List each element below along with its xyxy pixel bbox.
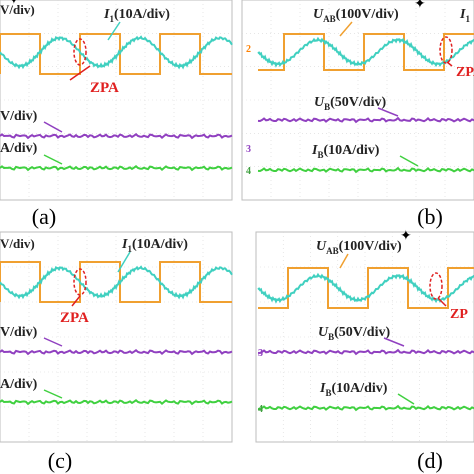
panel-c-mid-trace — [0, 349, 233, 356]
caption-b: (b) — [417, 204, 443, 229]
panel-c-grid — [0, 232, 232, 442]
panel-b-mid-arrow — [377, 107, 399, 117]
panel-b-marker-4: 4 — [246, 166, 251, 177]
panel-c-zpa-arrow — [71, 295, 81, 307]
panel-d-trigger-icon: ✦ — [400, 229, 412, 244]
panel-b-mid-trace — [257, 116, 474, 124]
panel-b-zpa-arrow — [446, 61, 453, 67]
panel-d-bottom-arrow — [397, 393, 415, 405]
panel-c-bottom-label: A/div) — [0, 377, 38, 392]
panel-c-bottom-trace — [0, 399, 233, 406]
panel-a-zpa-arrow — [69, 65, 91, 81]
panel-a-voltage-trace — [0, 33, 232, 75]
panel-c-current-arrow — [117, 251, 131, 273]
panel-b-bottom-trace — [257, 166, 474, 174]
panel-b-voltage-arrow — [339, 21, 353, 37]
panel-a-top-left-label: V/div) — [0, 2, 35, 17]
panel-c-zpa-label: ZPA — [60, 310, 89, 326]
panel-c-mid-label: V/div) — [0, 325, 38, 340]
panel-a-zpa-circle — [73, 38, 87, 66]
panel-a-current-label: I1(10A/div) — [103, 7, 170, 24]
panel-b-grid — [242, 0, 474, 200]
panel-d-voltage-label: UAB(100V/div) — [316, 239, 402, 256]
panel-d-zpa-circle — [429, 272, 443, 300]
panel-a: ZPA V/div) I1(10A/div) V/div) A/div) ✦ — [0, 0, 233, 201]
panel-d-marker-4: 4 — [258, 404, 263, 415]
panel-d-mid-label: UB(50V/div) — [318, 325, 390, 342]
panel-d: UAB(100V/div) ZP UB(50V/div) IB(10A/div)… — [255, 229, 474, 443]
panel-a-mid-arrow — [43, 121, 63, 133]
panel-c-bottom-arrow — [43, 389, 63, 399]
panel-c-voltage-trace — [0, 261, 232, 303]
panel-a-trigger-icon: ✦ — [8, 0, 20, 8]
panel-a-bottom-arrow — [43, 154, 63, 165]
panel-b-voltage-label: UAB(100V/div) — [313, 7, 399, 24]
panel-b-current-trace — [257, 36, 474, 68]
panel-b-current-label: I1 — [459, 7, 470, 24]
panel-b-zpa-circle — [439, 36, 453, 64]
panel-d-mid-trace — [257, 348, 474, 356]
panel-b-marker-3: 3 — [246, 144, 251, 155]
panel-c-top-left-label: V/div) — [0, 236, 35, 251]
panel-d-bottom-trace — [257, 404, 474, 412]
panel-a-bottom-label: A/div) — [0, 141, 38, 156]
panel-d-voltage-trace — [258, 267, 474, 309]
panel-c-current-trace — [0, 265, 233, 300]
panel-b-bottom-label: IB(10A/div) — [311, 143, 380, 160]
panel-a-current-trace — [0, 35, 233, 70]
panel-a-current-arrow — [107, 21, 121, 41]
panel-b-zpa-label: ZPA — [456, 65, 474, 80]
panel-c-current-label: I1(10A/div) — [121, 237, 188, 254]
panel-a-zpa-label: ZPA — [90, 80, 119, 96]
panel-c-zpa-circle — [73, 268, 87, 296]
caption-c: (c) — [48, 448, 72, 473]
panel-d-current-trace — [257, 272, 474, 304]
panel-a-bottom-trace — [0, 165, 233, 172]
panel-d-zpa-arrow — [437, 297, 447, 307]
panel-c-mid-arrow — [43, 337, 63, 347]
panel-b-marker-2: 2 — [246, 44, 251, 55]
panel-b-bottom-arrow — [399, 155, 419, 167]
caption-a: (a) — [32, 204, 56, 229]
panel-b-mid-label: UB(50V/div) — [314, 95, 386, 112]
caption-d: (d) — [417, 448, 443, 473]
panel-a-mid-label: V/div) — [0, 109, 38, 124]
panel-b: UAB(100V/div) I1 ZPA UB(50V/div) IB(10A/… — [241, 0, 474, 201]
panel-c: ZPA V/div) I1(10A/div) V/div) A/div) — [0, 231, 233, 443]
panel-a-mid-trace — [0, 133, 233, 140]
panel-d-bottom-label: IB(10A/div) — [319, 381, 388, 398]
panel-d-zpa-label: ZP — [450, 307, 468, 322]
panel-d-marker-3: 3 — [258, 348, 263, 359]
panel-d-mid-arrow — [383, 337, 405, 347]
panel-b-trigger-icon: ✦ — [414, 0, 426, 12]
panel-d-voltage-arrow — [339, 253, 349, 269]
